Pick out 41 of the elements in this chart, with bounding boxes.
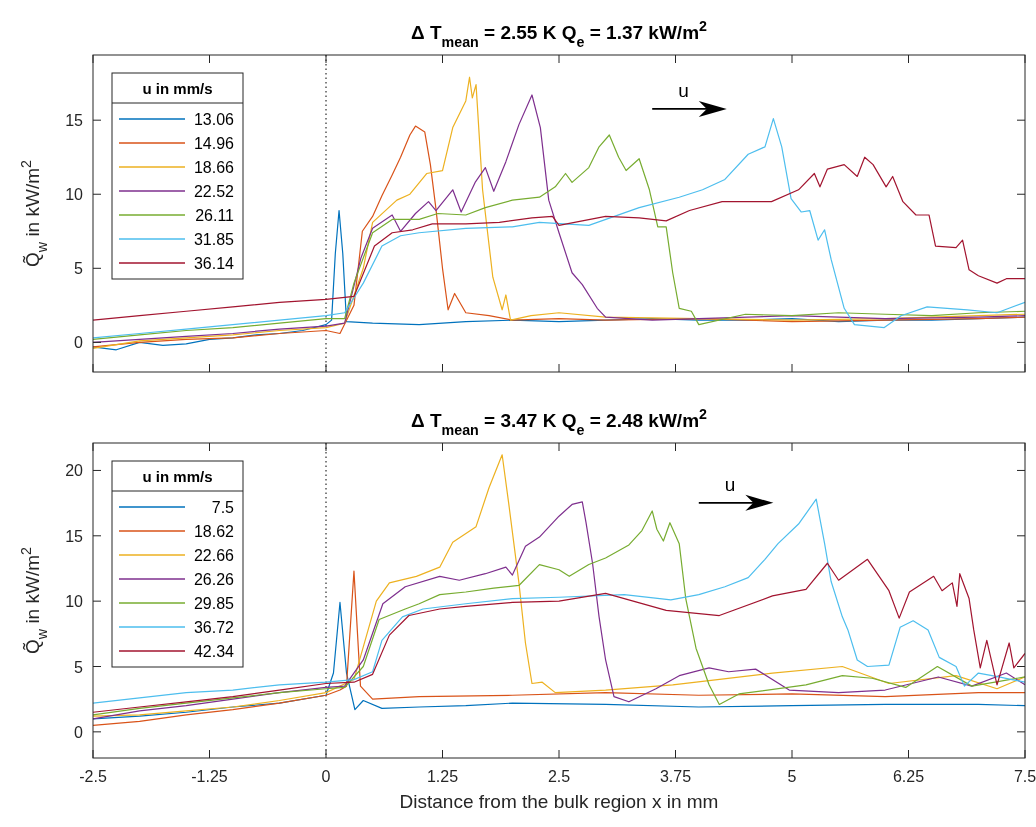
chart-title: Δ T$_{mean}$ = 2.55 K Q$_{e}$ = 1.37 kW/m$^{2}$ xyxy=(411,18,708,50)
legend-label: 36.72 xyxy=(193,619,235,636)
x-tick-label: 2.5 xyxy=(547,768,571,785)
legend-label: 18.66 xyxy=(193,159,235,176)
y-tick-label: 20 xyxy=(65,462,84,480)
legend-label: 18.62 xyxy=(193,523,235,540)
chart-title: Δ T$_{mean}$ = 3.47 K Q$_{e}$ = 2.48 kW/m$^{2}$ xyxy=(411,406,708,438)
legend-title: u in mm/s xyxy=(142,80,213,97)
legend-label: 22.52 xyxy=(193,183,235,200)
x-tick-label: -1.25 xyxy=(191,768,228,785)
legend-label: 14.96 xyxy=(193,135,235,152)
line-series xyxy=(93,454,1025,717)
legend-label: 7.5 xyxy=(211,499,235,516)
legend-label: 26.11 xyxy=(195,207,235,224)
y-tick-label: 10 xyxy=(65,593,84,611)
y-tick-label: 0 xyxy=(74,334,84,352)
x-axis-title: Distance from the bulk region x in mm xyxy=(399,791,719,812)
y-tick-label: 15 xyxy=(65,112,84,130)
x-tick-label: 7.5 xyxy=(1013,768,1036,785)
y-tick-label: 5 xyxy=(74,260,84,278)
annotation: u xyxy=(724,473,736,495)
annotation: u xyxy=(678,79,689,101)
y-tick-label: 0 xyxy=(74,723,84,741)
x-tick-label: 6.25 xyxy=(892,768,925,785)
x-tick-label: 5 xyxy=(787,768,797,785)
legend-label: 29.85 xyxy=(193,595,235,612)
legend-label: 42.34 xyxy=(193,643,235,660)
x-tick-label: 1.25 xyxy=(426,768,459,785)
line-series xyxy=(93,156,1025,321)
x-tick-label: -2.5 xyxy=(79,768,107,785)
legend-label: 36.14 xyxy=(193,255,235,272)
legend-label: 31.85 xyxy=(193,231,235,248)
y-tick-label: 15 xyxy=(65,527,84,545)
x-tick-label: 3.75 xyxy=(659,768,692,785)
legend-title: u in mm/s xyxy=(142,468,213,485)
x-tick-label: 0 xyxy=(321,768,331,785)
legend-label: 13.06 xyxy=(193,111,235,128)
legend-label: 26.26 xyxy=(193,571,235,588)
y-tick-label: 5 xyxy=(74,658,84,676)
legend-label: 22.66 xyxy=(193,547,235,564)
y-tick-label: 10 xyxy=(65,186,84,204)
